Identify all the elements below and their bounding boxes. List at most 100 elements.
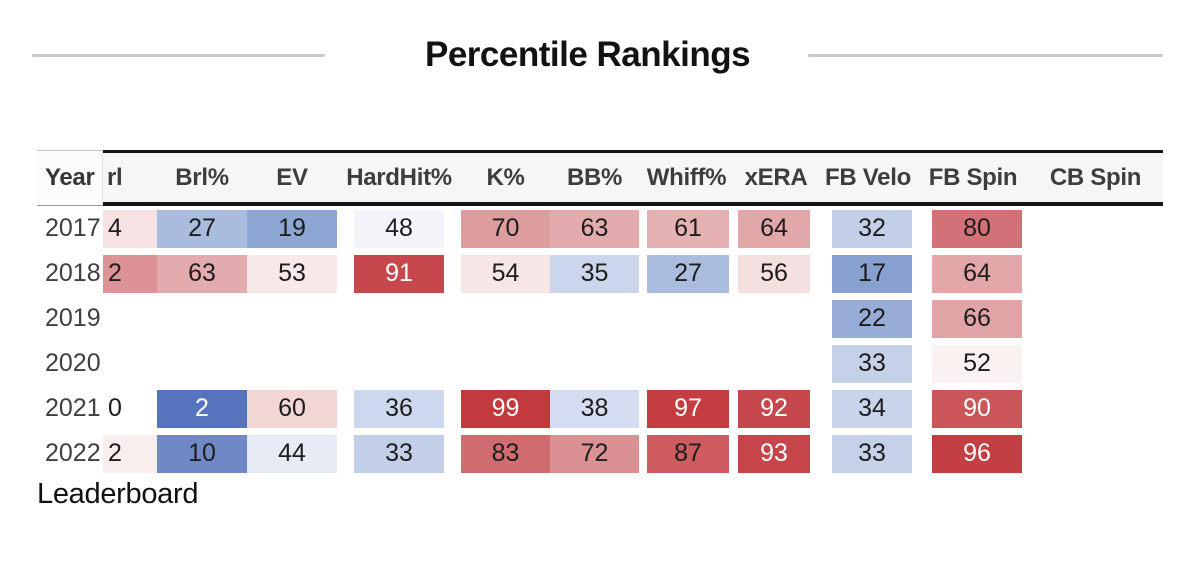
- percentile-chip: 33: [354, 434, 444, 473]
- percentile-chip: 0: [108, 394, 122, 422]
- cell-2022-brl-partial: 2: [103, 431, 157, 476]
- year-cell: 2020: [45, 349, 101, 377]
- percentile-chip: 63: [550, 209, 639, 248]
- cell-2020-xera: [734, 341, 818, 386]
- cell-2018-fb-spin: 64: [918, 251, 1028, 296]
- percentile-chip: 87: [647, 434, 729, 473]
- cell-2018-k-pct: 54: [461, 251, 550, 296]
- percentile-chip: 33: [832, 434, 912, 473]
- percentile-chip: 61: [647, 209, 729, 248]
- percentile-chip: 53: [247, 254, 337, 293]
- percentile-chip: 34: [832, 389, 912, 428]
- cell-2019-bb-pct: [550, 296, 639, 341]
- cell-2018-cb-spin: [1028, 251, 1163, 296]
- percentile-chip: 19: [247, 209, 337, 248]
- cell-2020-hardhit-pct: [337, 341, 461, 386]
- percentile-chip: 54: [461, 254, 550, 293]
- column-header-bb-pct: BB%: [550, 150, 639, 206]
- percentile-chip: 91: [354, 254, 444, 293]
- column-header-brl-partial: rl: [103, 150, 157, 206]
- cell-2021-bb-pct: 38: [550, 386, 639, 431]
- cell-2022-fb-velo: 33: [818, 431, 918, 476]
- cell-2017-brl-partial: 4: [103, 206, 157, 251]
- column-header-fb-velo: FB Velo: [818, 150, 918, 206]
- cell-2021-brl-pct: 2: [157, 386, 247, 431]
- percentile-chip: 2: [157, 389, 247, 428]
- cell-2022-fb-spin: 96: [918, 431, 1028, 476]
- percentile-chip: 96: [932, 434, 1022, 473]
- cell-2020-cb-spin: [1028, 341, 1163, 386]
- cell-2020-whiff-pct: [639, 341, 734, 386]
- section-title-leaderboard: Leaderboard: [37, 478, 199, 510]
- column-header-k-pct: K%: [461, 150, 550, 206]
- percentile-chip: 66: [932, 299, 1022, 338]
- year-cell: 2022: [45, 439, 101, 467]
- cell-2019-cb-spin: [1028, 296, 1163, 341]
- year-cell: 2018: [45, 259, 101, 287]
- cell-2017-fb-spin: 80: [918, 206, 1028, 251]
- percentile-chip: 36: [354, 389, 444, 428]
- percentile-chip: 27: [157, 209, 247, 248]
- percentile-chip: 44: [247, 434, 337, 473]
- table-row-2018: 2018 2 63 53 91 54 35 27 56 17 64: [37, 251, 1163, 296]
- percentile-chip: 38: [550, 389, 639, 428]
- title-divider-right: [808, 53, 1163, 57]
- cell-2017-ev: 19: [247, 206, 337, 251]
- cell-2019-fb-velo: 22: [818, 296, 918, 341]
- cell-2021-whiff-pct: 97: [639, 386, 734, 431]
- cell-2019-fb-spin: 66: [918, 296, 1028, 341]
- cell-2022-k-pct: 83: [461, 431, 550, 476]
- percentile-chip: 64: [932, 254, 1022, 293]
- percentile-chip: 2: [103, 434, 157, 473]
- percentile-chip: 27: [647, 254, 729, 293]
- table-row-2021: 2021 0 2 60 36 99 38 97 92 34 90: [37, 386, 1163, 431]
- percentile-chip: 60: [247, 389, 337, 428]
- percentile-chip: 56: [738, 254, 810, 293]
- cell-2017-bb-pct: 63: [550, 206, 639, 251]
- cell-2018-whiff-pct: 27: [639, 251, 734, 296]
- cell-2020-k-pct: [461, 341, 550, 386]
- percentile-chip: 93: [738, 434, 810, 473]
- percentile-chip: 33: [832, 344, 912, 383]
- cell-2018-bb-pct: 35: [550, 251, 639, 296]
- percentile-chip: 22: [832, 299, 912, 338]
- percentile-chip: 2: [103, 254, 157, 293]
- cell-2020-brl-partial: [103, 341, 157, 386]
- percentile-chip: 4: [103, 209, 157, 248]
- percentile-chip: 64: [738, 209, 810, 248]
- cell-2022-brl-pct: 10: [157, 431, 247, 476]
- percentile-chip: 63: [157, 254, 247, 293]
- table-body: 2017 4 27 19 48 70 63 61 64 32 80 2018 2 63 53 91 54 35 27…: [37, 206, 1163, 476]
- cell-2019-whiff-pct: [639, 296, 734, 341]
- column-header-hardhit-pct: HardHit%: [337, 150, 461, 206]
- cell-2019-brl-partial: [103, 296, 157, 341]
- column-header-year: Year: [37, 150, 103, 206]
- cell-2019-xera: [734, 296, 818, 341]
- cell-2019-hardhit-pct: [337, 296, 461, 341]
- column-header-fb-spin: FB Spin: [918, 150, 1028, 206]
- cell-2018-brl-pct: 63: [157, 251, 247, 296]
- cell-2018-fb-velo: 17: [818, 251, 918, 296]
- table-row-2020: 2020 33 52: [37, 341, 1163, 386]
- cell-2020-fb-velo: 33: [818, 341, 918, 386]
- column-header-xera: xERA: [734, 150, 818, 206]
- percentile-chip: 97: [647, 389, 729, 428]
- column-header-ev: EV: [247, 150, 337, 206]
- percentile-chip: 80: [932, 209, 1022, 248]
- percentile-chip: 17: [832, 254, 912, 293]
- percentile-chip: 32: [832, 209, 912, 248]
- percentile-chip: 35: [550, 254, 639, 293]
- percentile-chip: 72: [550, 434, 639, 473]
- cell-2018-ev: 53: [247, 251, 337, 296]
- cell-2022-cb-spin: [1028, 431, 1163, 476]
- cell-2017-whiff-pct: 61: [639, 206, 734, 251]
- cell-2022-ev: 44: [247, 431, 337, 476]
- cell-2022-whiff-pct: 87: [639, 431, 734, 476]
- percentile-chip: 83: [461, 434, 550, 473]
- percentile-rankings-table: Year rl Brl% EV HardHit% K% BB% Whiff% xERA FB Ve…: [37, 150, 1163, 476]
- cell-2020-fb-spin: 52: [918, 341, 1028, 386]
- year-cell: 2019: [45, 304, 101, 332]
- cell-2021-k-pct: 99: [461, 386, 550, 431]
- percentile-chip: 99: [461, 389, 550, 428]
